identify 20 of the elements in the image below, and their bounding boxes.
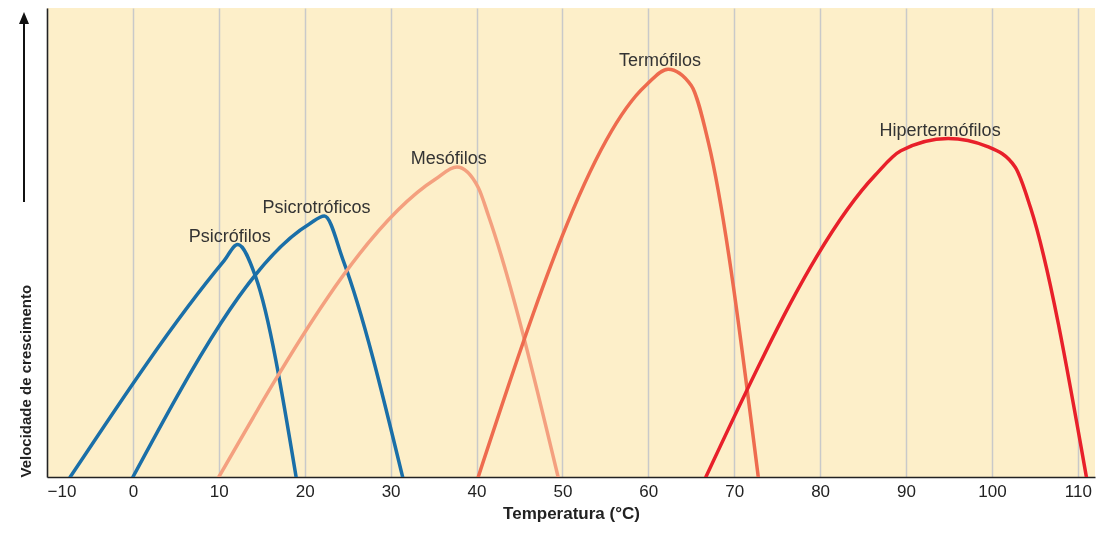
x-tick-label: 80 — [811, 481, 831, 501]
x-axis-title: Temperatura (°C) — [503, 503, 640, 523]
x-tick-label: 20 — [295, 481, 315, 501]
series-label: Psicrófilos — [188, 225, 271, 246]
x-tick-label: 50 — [553, 481, 573, 501]
series-label: Hipertermófilos — [879, 119, 1001, 140]
x-tick-label: 90 — [897, 481, 916, 501]
x-tick-label: 10 — [209, 481, 229, 501]
x-tick-label: 70 — [725, 481, 745, 501]
y-axis-title: Velocidade de crescimento — [16, 284, 34, 478]
x-tick-label: 0 — [128, 481, 139, 501]
x-tick-label: 60 — [639, 481, 659, 501]
x-tick-label: 40 — [467, 481, 487, 501]
x-tick-label: 110 — [1064, 481, 1092, 501]
x-tick-label: −10 — [47, 481, 77, 501]
series-label: Termófilos — [619, 50, 702, 71]
x-tick-label: 30 — [381, 481, 401, 501]
series-label: Psicrotróficos — [262, 196, 371, 217]
x-tick-label: 100 — [978, 481, 1007, 501]
series-label: Mesófilos — [410, 148, 487, 169]
